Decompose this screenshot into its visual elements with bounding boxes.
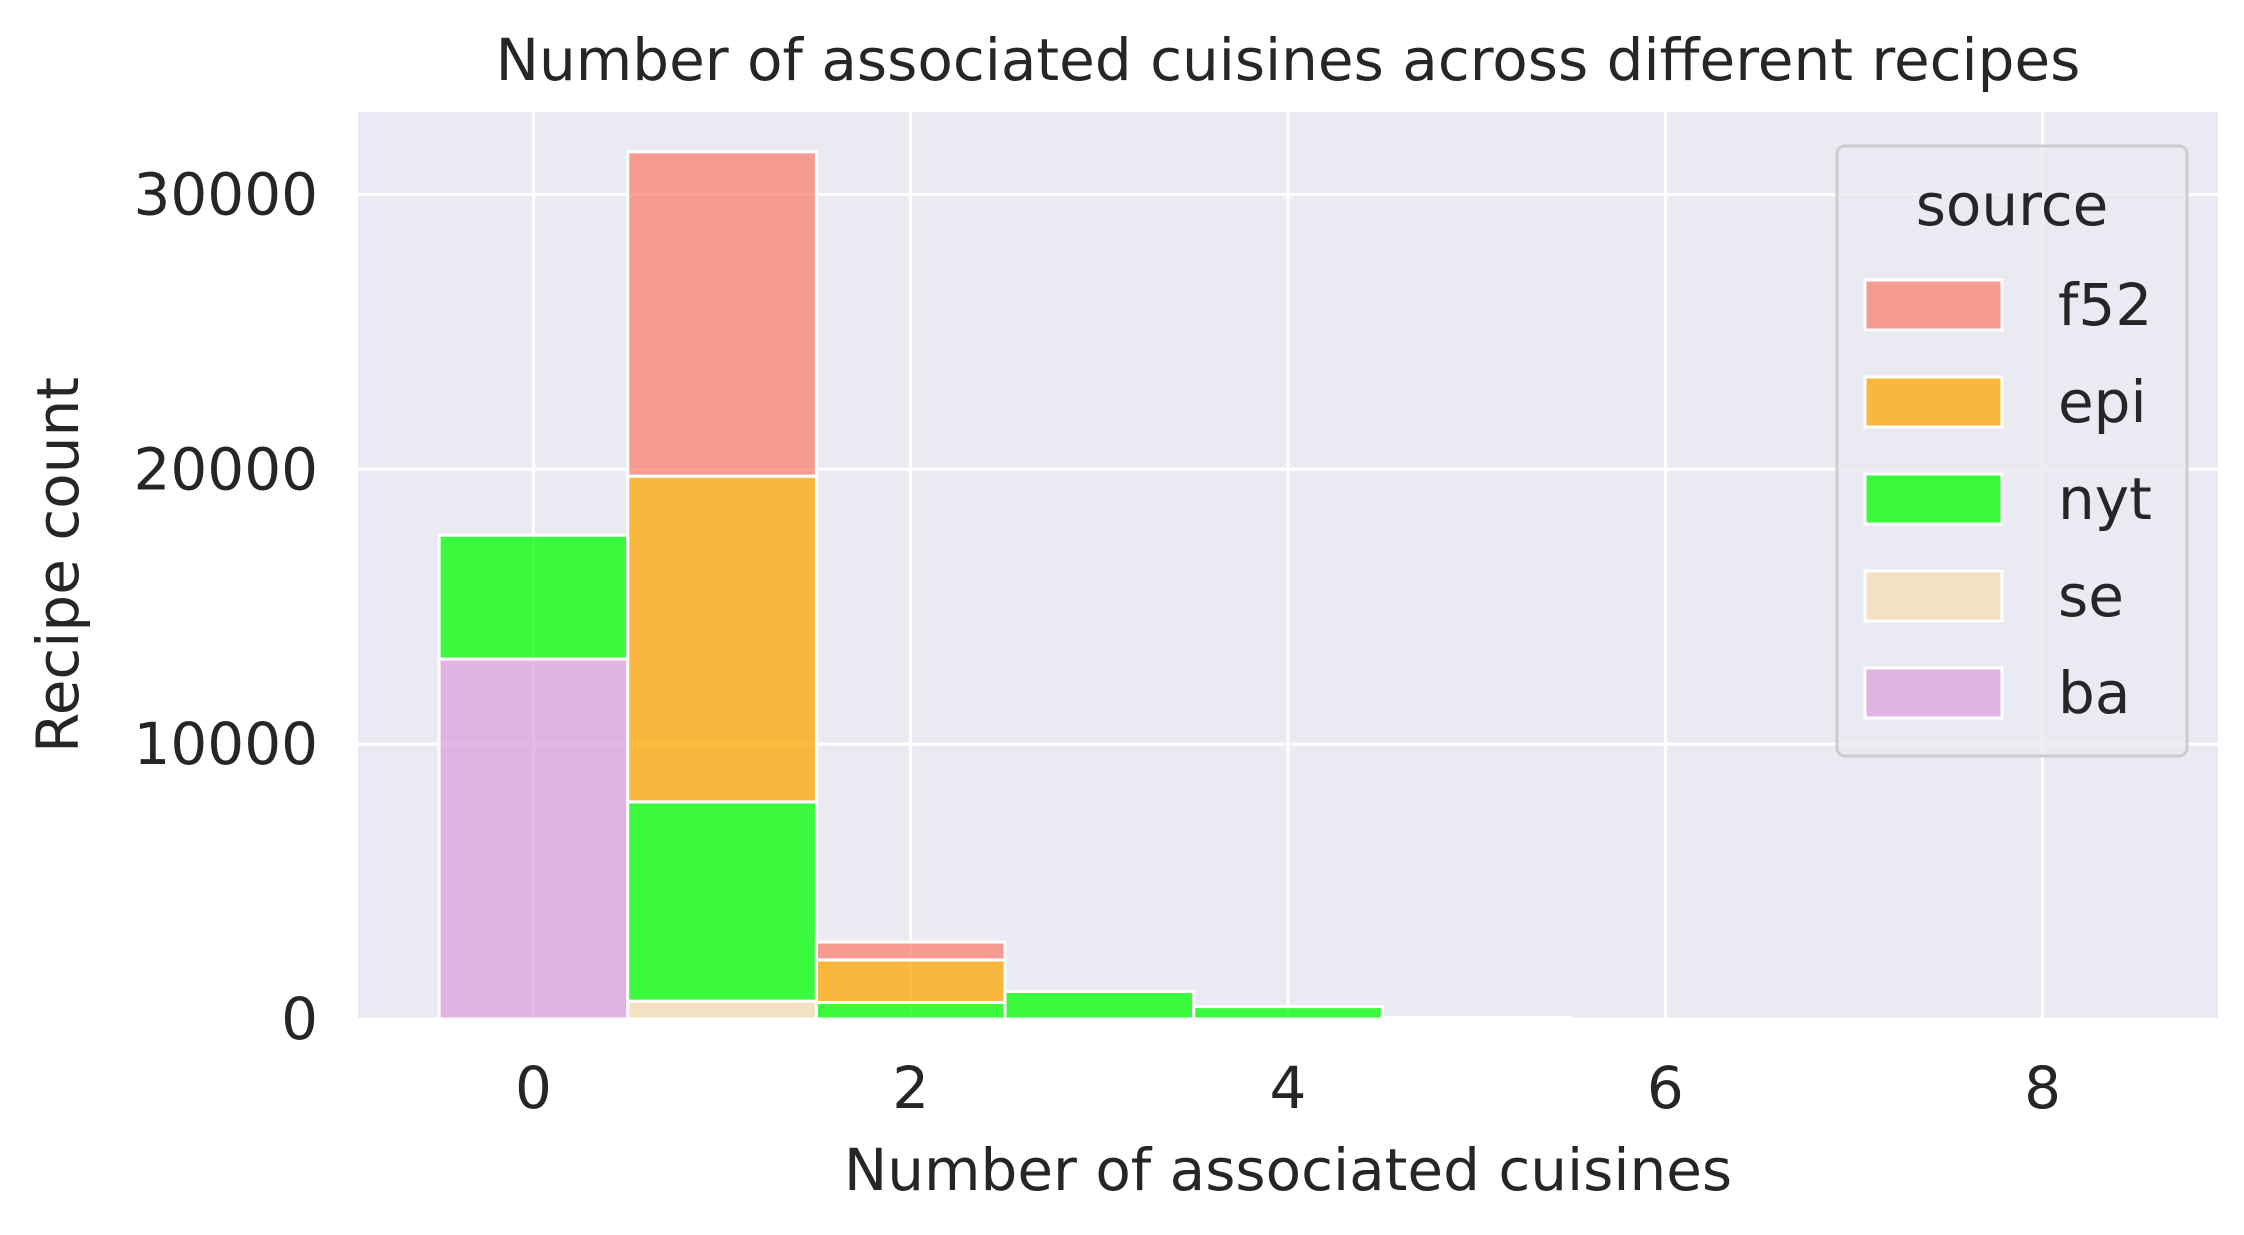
y-axis-label: Recipe count xyxy=(24,377,92,753)
y-tick-label: 30000 xyxy=(133,160,318,228)
legend-swatch-se xyxy=(1863,569,2004,623)
bar-epi-1 xyxy=(626,474,818,804)
x-tick-label: 4 xyxy=(1270,1054,1307,1122)
bar-nyt-3 xyxy=(1003,990,1196,1021)
legend-swatch-ba xyxy=(1863,666,2004,720)
legend-label-epi: epi xyxy=(2058,368,2147,436)
chart-title: Number of associated cuisines across dif… xyxy=(496,26,2081,94)
legend-title: source xyxy=(1916,171,2109,239)
legend-swatch-nyt xyxy=(1863,472,2004,526)
y-tick-label: 10000 xyxy=(133,710,318,778)
bars xyxy=(437,150,1573,1021)
bar-epi-2 xyxy=(814,958,1007,1005)
x-tick-label: 8 xyxy=(2024,1054,2061,1122)
bar-f52-1 xyxy=(626,150,818,478)
y-tick-label: 0 xyxy=(281,985,318,1053)
y-tick-labels: 0 10000 20000 30000 xyxy=(133,160,318,1053)
legend-label-nyt: nyt xyxy=(2058,465,2152,533)
x-axis-label: Number of associated cuisines xyxy=(844,1136,1732,1204)
y-tick-label: 20000 xyxy=(133,435,318,503)
legend-label-se: se xyxy=(2058,562,2124,630)
legend-label-ba: ba xyxy=(2058,659,2130,727)
bar-nyt-0 xyxy=(437,533,630,661)
x-tick-label: 0 xyxy=(515,1054,552,1122)
legend-entries: f52 epi nyt se ba xyxy=(1863,271,2152,727)
x-tick-label: 6 xyxy=(1647,1054,1684,1122)
legend-label-f52: f52 xyxy=(2058,271,2152,339)
bar-f52-2 xyxy=(814,940,1007,962)
bar-nyt-5 xyxy=(1380,1016,1573,1021)
legend-swatch-f52 xyxy=(1863,278,2004,332)
x-tick-labels: 0 2 4 6 8 xyxy=(515,1054,2061,1122)
legend-swatch-epi xyxy=(1863,375,2004,429)
bar-nyt-2 xyxy=(814,1001,1007,1021)
bar-nyt-1 xyxy=(626,800,818,1003)
x-tick-label: 2 xyxy=(892,1054,929,1122)
legend: source f52 epi nyt se ba xyxy=(1835,144,2189,758)
bar-se-1 xyxy=(626,999,818,1021)
bar-nyt-4 xyxy=(1192,1005,1384,1021)
bar-ba-0 xyxy=(437,657,630,1021)
